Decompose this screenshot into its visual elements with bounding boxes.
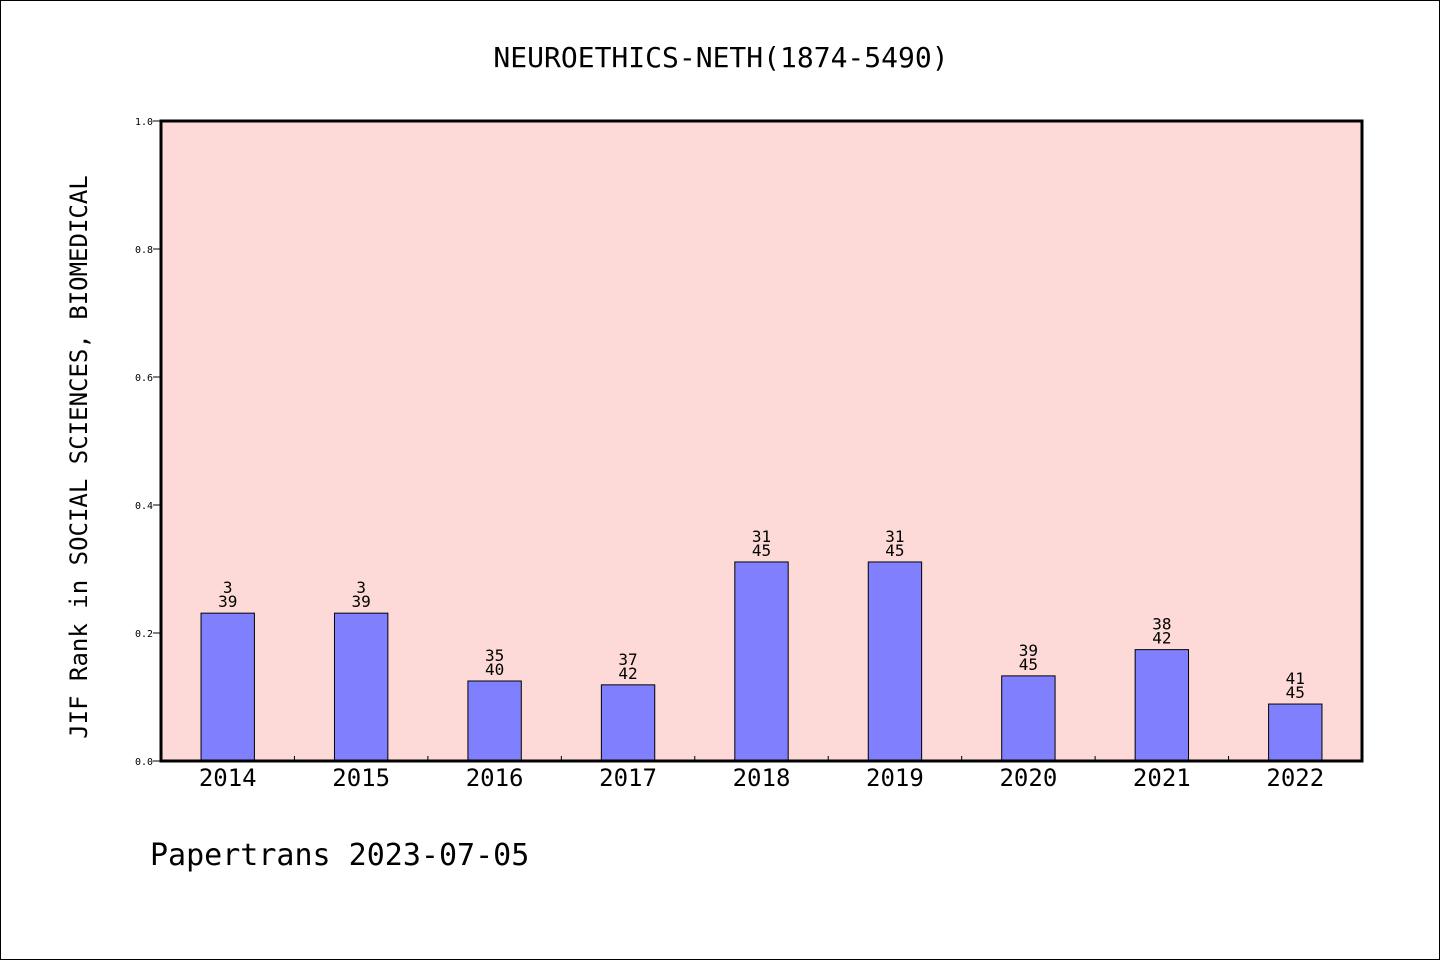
y-tick-label: 0.4 — [135, 501, 153, 512]
x-tick-label: 2015 — [332, 764, 390, 792]
x-tick-label: 2017 — [599, 764, 657, 792]
bar-2020 — [1001, 675, 1056, 762]
y-tick-label: 0.0 — [135, 757, 153, 768]
x-tick-label: 2020 — [999, 764, 1057, 792]
bar-total-label: 45 — [885, 541, 904, 560]
bar-rank-label: 35 — [485, 646, 504, 665]
bar-total-label: 45 — [1019, 655, 1038, 674]
y-tick-label: 0.8 — [135, 245, 153, 256]
y-tick-label: 1.0 — [135, 117, 153, 128]
bar-2017 — [600, 684, 656, 762]
bar-total-label: 40 — [485, 660, 504, 679]
bar-rank-label: 3 — [223, 578, 233, 597]
bar-rank-label: 31 — [885, 527, 904, 546]
bar-2015 — [333, 612, 389, 762]
bar-2018 — [734, 561, 789, 762]
bar-2022 — [1268, 703, 1323, 762]
ticks-group: 0.0 0.2 0.4 0.6 0.8 1.0 2014 2015 2016 2017 2018 20… — [135, 117, 1324, 792]
x-tick-label: 2019 — [866, 764, 924, 792]
footer-text: Papertrans 2023-07-05 — [150, 838, 529, 873]
x-tick-label: 2022 — [1266, 764, 1324, 792]
y-tick-label: 0.2 — [135, 629, 153, 640]
bar-2016 — [467, 680, 522, 762]
bar-rank-label: 31 — [752, 527, 771, 546]
y-tick-label: 0.6 — [135, 373, 153, 384]
bar-total-label: 39 — [218, 592, 237, 611]
bar-rank-label: 41 — [1286, 669, 1305, 688]
y-axis-label: JIF Rank in SOCIAL SCIENCES, BIOMEDICAL — [65, 175, 93, 739]
x-tick-label: 2014 — [199, 764, 257, 792]
x-tick-label: 2021 — [1133, 764, 1191, 792]
bar-rank-label: 37 — [618, 650, 637, 669]
bar-2019 — [867, 561, 923, 762]
bar-total-label: 45 — [752, 541, 771, 560]
bar-2014 — [200, 612, 255, 762]
x-tick-label: 2018 — [733, 764, 791, 792]
bar-2021 — [1134, 649, 1190, 762]
bar-rank-label: 3 — [356, 578, 366, 597]
bar-rank-label: 38 — [1152, 615, 1171, 634]
bar-total-label: 45 — [1286, 683, 1305, 702]
bar-total-label: 39 — [352, 592, 371, 611]
x-tick-label: 2016 — [466, 764, 524, 792]
bar-total-label: 42 — [1152, 629, 1171, 648]
bar-rank-label: 39 — [1019, 641, 1038, 660]
plot-border — [159, 119, 1364, 763]
chart-title: NEUROETHICS-NETH(1874-5490) — [493, 41, 948, 74]
bar-total-label: 42 — [618, 664, 637, 683]
